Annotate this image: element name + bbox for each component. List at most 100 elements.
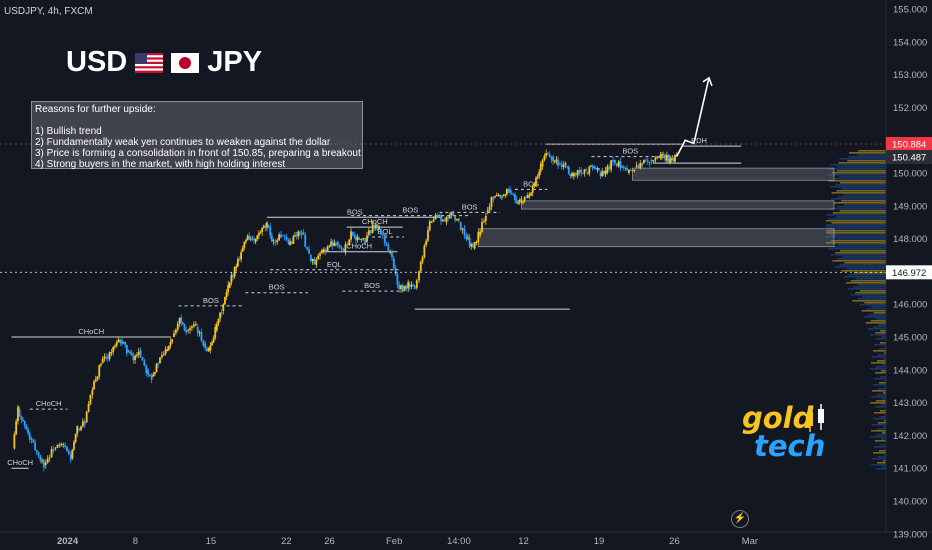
level-label: CHoCH: [7, 458, 33, 467]
candle-body: [400, 285, 402, 290]
candle-body: [552, 156, 555, 162]
candle-body: [187, 329, 189, 331]
price-marker-box: [886, 137, 932, 152]
volume-profile-bar: [883, 358, 886, 360]
volume-profile-bar: [826, 220, 886, 222]
candle-body: [436, 215, 439, 218]
candle-body: [624, 167, 627, 169]
candle-body: [41, 460, 43, 462]
candle-body: [340, 247, 343, 250]
candle-body: [124, 342, 127, 345]
candle-body: [387, 245, 390, 252]
candle-body: [583, 169, 586, 174]
volume-profile-bar: [863, 316, 886, 318]
volume-profile-bar: [832, 212, 886, 214]
candle-body: [366, 235, 368, 242]
volume-profile-bar: [873, 452, 886, 454]
candle-body: [509, 189, 511, 193]
candle-body: [463, 228, 466, 236]
candle-body: [598, 168, 600, 171]
candle-body: [413, 285, 416, 290]
candle-body: [67, 451, 70, 454]
candle-body: [157, 363, 159, 365]
projection-line: [675, 77, 710, 157]
volume-profile-bar: [866, 308, 886, 310]
candle-body: [567, 167, 570, 175]
volume-profile-bar: [829, 186, 886, 188]
volume-profile-bar: [852, 300, 886, 302]
candle-body: [267, 225, 270, 227]
price-tick-label: 144.000: [893, 365, 927, 376]
volume-profile-bar: [839, 264, 886, 266]
volume-profile-bar: [865, 322, 886, 324]
candle-body: [526, 195, 529, 198]
candle-body: [535, 178, 537, 187]
price-marker-box: [886, 150, 932, 165]
volume-profile-bar: [855, 278, 886, 280]
candle-body: [192, 324, 195, 327]
volume-profile-bar: [874, 344, 886, 346]
candle-body: [309, 255, 312, 262]
candle-body: [670, 158, 673, 160]
volume-profile-bar: [840, 182, 886, 184]
volume-profile-bar: [833, 178, 886, 180]
candle-body: [590, 165, 592, 167]
candle-body: [20, 416, 23, 420]
candle-body: [674, 154, 676, 162]
candle-body: [42, 460, 45, 468]
candle-body: [44, 462, 47, 465]
candle-body: [270, 235, 273, 241]
candle-body: [135, 354, 138, 356]
price-tick-label: 143.000: [893, 398, 927, 409]
level-label: PDH: [691, 136, 707, 145]
candle-body: [348, 239, 351, 245]
candle-body: [581, 173, 584, 175]
candle-body: [289, 241, 292, 246]
volume-profile-bar: [883, 426, 886, 428]
candle-body: [408, 284, 411, 287]
candle-body: [648, 161, 651, 164]
candle-body: [452, 212, 455, 216]
candle-body: [114, 345, 116, 348]
time-tick-label: 14:00: [447, 536, 471, 547]
volume-profile-bar: [881, 438, 886, 440]
candle-body: [200, 332, 203, 342]
candle-body: [626, 167, 628, 170]
candle-body: [82, 421, 84, 427]
candle-body: [355, 237, 357, 241]
candle-body: [538, 171, 541, 177]
candle-body: [661, 154, 663, 156]
candle-body: [238, 258, 241, 260]
volume-profile-bar: [841, 200, 886, 202]
candle-body: [608, 166, 611, 170]
candle-body: [295, 235, 298, 237]
candle-body: [132, 355, 135, 361]
volume-profile-bar: [875, 338, 886, 340]
volume-profile-bar: [884, 352, 886, 354]
lightning-icon[interactable]: ⚡: [731, 510, 749, 528]
candle-body: [125, 344, 128, 354]
candle-body: [336, 241, 339, 246]
candle-body: [127, 350, 130, 353]
candle-body: [385, 243, 388, 246]
projection-arrowhead: [702, 76, 713, 87]
volume-profile-bar: [884, 454, 886, 456]
candle-body: [641, 163, 644, 166]
volume-profile-bar: [860, 290, 886, 292]
candle-body: [514, 194, 516, 200]
candle-body: [585, 169, 587, 171]
candle-body: [428, 221, 431, 231]
volume-profile-bar: [852, 286, 886, 288]
volume-profile-bar: [830, 254, 886, 256]
volume-profile-bar: [837, 244, 886, 246]
volume-profile-bar: [881, 336, 886, 338]
volume-profile-bar: [862, 296, 886, 298]
candle-body: [204, 343, 207, 348]
candle-body: [330, 241, 333, 246]
candle-body: [290, 241, 293, 244]
volume-profile-bar: [843, 276, 886, 278]
candle-body: [147, 369, 149, 375]
candle-body: [631, 170, 634, 172]
candle-body: [662, 154, 665, 156]
